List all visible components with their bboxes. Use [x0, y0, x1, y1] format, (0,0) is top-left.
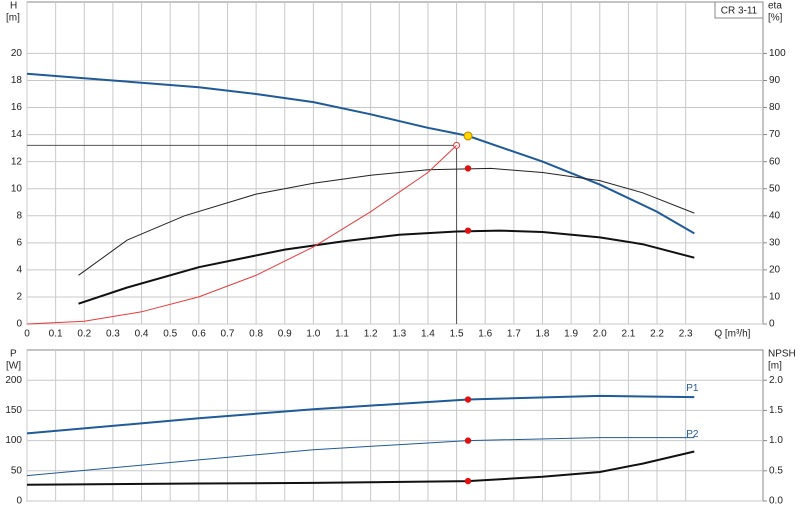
y-tick-label: 12 [11, 156, 23, 167]
y2-tick-label: 10 [769, 292, 781, 303]
y2-axis-unit: [%] [768, 13, 783, 24]
x-tick-label: 1.7 [507, 329, 521, 340]
x-tick-label: 2.2 [650, 329, 664, 340]
x-tick-label: 2.3 [679, 329, 693, 340]
x-tick-label: 1.6 [478, 329, 492, 340]
y-tick-label: 4 [16, 265, 22, 276]
series-line [26, 72, 695, 235]
y2-tick-label: 70 [769, 129, 781, 140]
x-tick-label: 0.6 [192, 329, 206, 340]
y-tick-label: 2 [16, 292, 22, 303]
y2-tick-label: 1.5 [769, 405, 783, 416]
x-axis-label: Q [m³/h] [714, 329, 750, 340]
operating-point [464, 165, 472, 172]
y2-tick-label: 0.0 [769, 496, 783, 507]
series-line [78, 167, 695, 276]
series-line [26, 145, 457, 325]
x-tick-label: 1.1 [335, 329, 349, 340]
y-axis-unit: [W] [6, 361, 21, 372]
y2-tick-label: 30 [769, 237, 781, 248]
y2-tick-label: 1.0 [769, 435, 783, 446]
x-tick-label: 0.8 [249, 329, 263, 340]
x-tick-label: 0.7 [221, 329, 235, 340]
series-line [26, 450, 695, 486]
x-tick-label: 1.4 [421, 329, 435, 340]
x-tick-label: 0.3 [106, 329, 120, 340]
x-tick-label: 0.2 [77, 329, 91, 340]
x-tick-label: 1.8 [536, 329, 550, 340]
x-tick-label: 2.0 [593, 329, 607, 340]
x-tick-label: 1.2 [364, 329, 378, 340]
plot-frame [26, 349, 764, 502]
y-axis-unit: [m] [6, 13, 20, 24]
x-tick-label: 0.9 [278, 329, 292, 340]
y-tick-label: 200 [5, 375, 22, 386]
y-tick-label: 10 [11, 183, 23, 194]
x-tick-label: 0 [24, 329, 30, 340]
x-tick-label: 0.1 [49, 329, 63, 340]
y-tick-label: 0 [16, 496, 22, 507]
x-tick-label: 1.0 [306, 329, 320, 340]
y-tick-label: 6 [16, 237, 22, 248]
operating-point [464, 477, 472, 485]
y2-tick-label: 60 [769, 156, 781, 167]
series-line [26, 437, 695, 477]
y-tick-label: 100 [5, 435, 22, 446]
series-label: P1 [686, 383, 699, 394]
x-tick-label: 1.9 [564, 329, 578, 340]
x-tick-label: 0.5 [163, 329, 177, 340]
y-tick-label: 0 [16, 319, 22, 330]
series-line [26, 394, 695, 435]
operating-point [464, 437, 472, 444]
y2-tick-label: 50 [769, 183, 781, 194]
y-tick-label: 150 [5, 405, 22, 416]
y2-axis-label: eta [768, 1, 782, 12]
model-label: CR 3-11 [721, 6, 758, 17]
y-tick-label: 16 [11, 102, 23, 113]
y2-axis-unit: [m] [768, 361, 782, 372]
operating-point [464, 396, 472, 403]
y2-tick-label: 2.0 [769, 375, 783, 386]
series-line [78, 229, 695, 305]
x-tick-label: 1.3 [392, 329, 406, 340]
series-label: P2 [686, 429, 699, 440]
y2-tick-label: 100 [769, 48, 786, 59]
y-tick-label: 20 [11, 48, 23, 59]
y-tick-label: 18 [11, 75, 23, 86]
y-tick-label: 50 [11, 465, 23, 476]
y2-tick-label: 90 [769, 75, 781, 86]
y2-tick-label: 20 [769, 265, 781, 276]
plot-frame [26, 1, 764, 325]
x-tick-label: 2.1 [621, 329, 635, 340]
y2-tick-label: 80 [769, 102, 781, 113]
y2-tick-label: 0 [769, 319, 775, 330]
x-tick-label: 1.5 [450, 329, 464, 340]
y-axis-label: P [10, 349, 17, 360]
y-axis-label: H [10, 1, 17, 12]
y-tick-label: 8 [16, 210, 22, 221]
y2-tick-label: 40 [769, 210, 781, 221]
operating-point [463, 131, 473, 141]
model-box [714, 1, 764, 19]
y2-tick-label: 0.5 [769, 465, 783, 476]
operating-point [464, 227, 472, 234]
y-tick-label: 14 [11, 129, 23, 140]
x-tick-label: 0.4 [135, 329, 149, 340]
y2-axis-label: NPSH [768, 349, 796, 360]
